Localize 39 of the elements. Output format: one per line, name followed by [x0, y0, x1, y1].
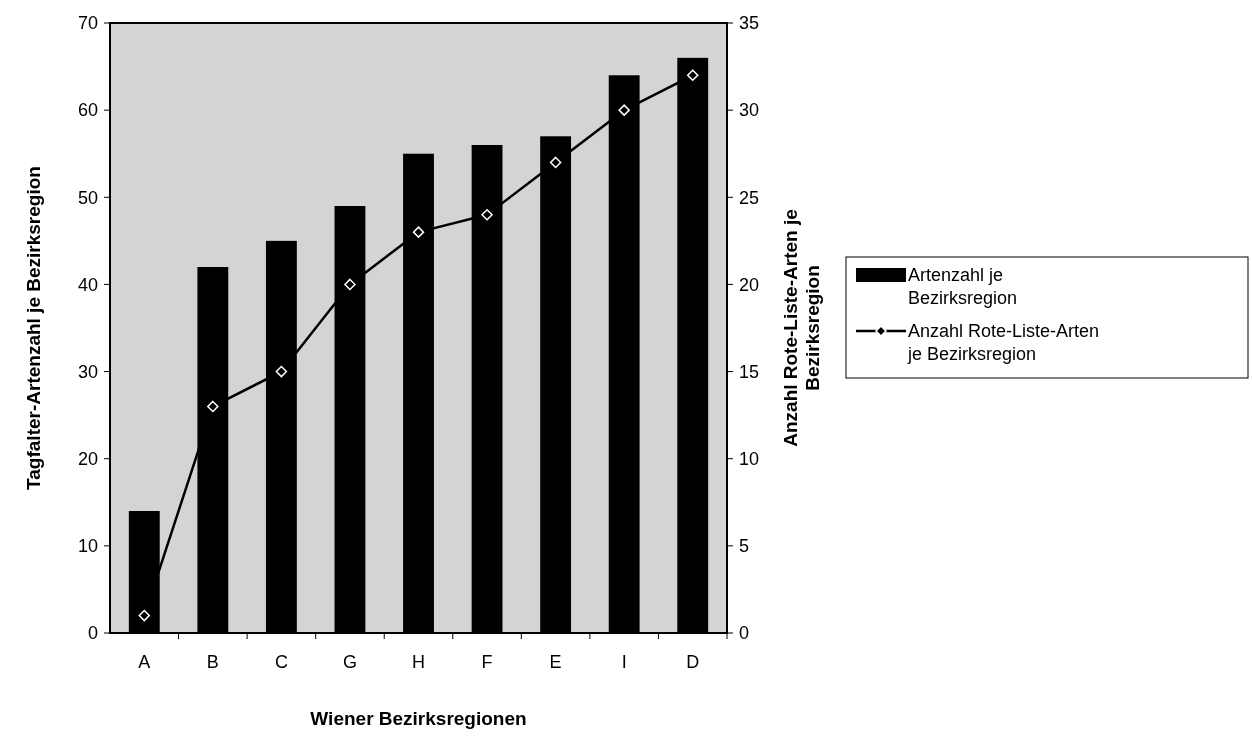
point	[481, 208, 493, 221]
point	[138, 609, 151, 622]
x-tick-label: E	[549, 652, 562, 672]
y-tick-label: 10	[77, 536, 98, 557]
y2-tick-label: 15	[739, 361, 760, 382]
x-axis-title: Wiener Bezirksregionen	[310, 708, 527, 729]
y-tick-label: 50	[77, 187, 98, 208]
x-tick-label: F	[481, 652, 493, 672]
legend-label: Artenzahl je Bezirksregion	[908, 265, 1018, 308]
y-tick-label: 30	[77, 361, 98, 382]
y-tick-label: 20	[77, 449, 98, 470]
x-tick-label: I	[621, 652, 627, 672]
x-tick-label: D	[686, 652, 700, 672]
point	[549, 156, 562, 169]
y2-tick-label: 35	[739, 13, 760, 34]
legend-label: Anzahl Rote-Liste-Arten je Bezirksregion	[907, 321, 1100, 364]
y-tick-label: 0	[87, 623, 98, 644]
y-tick-label: 70	[77, 13, 98, 34]
x-tick-label: C	[274, 652, 288, 672]
x-tick-label: G	[342, 652, 357, 672]
x-tick-label: A	[138, 652, 151, 672]
y-tick-label: 40	[77, 274, 98, 295]
y2-axis-title: Anzahl Rote-Liste-Arten je Bezirksregion	[780, 209, 823, 447]
point	[618, 104, 630, 116]
x-tick-label: B	[206, 652, 219, 672]
y2-tick-label: 0	[739, 623, 750, 644]
y-axis-title: Tagfalter-Artenzahl je Bezirksregion	[23, 166, 44, 490]
point	[207, 400, 219, 413]
x-tick-label: H	[412, 652, 425, 672]
point	[686, 69, 699, 82]
y2-tick-label: 20	[739, 274, 760, 295]
y-tick-label: 60	[77, 100, 98, 121]
y2-tick-label: 10	[739, 449, 760, 470]
point	[412, 226, 425, 238]
point	[344, 278, 356, 291]
y2-tick-label: 5	[739, 536, 750, 557]
y2-tick-label: 30	[739, 100, 760, 121]
point	[275, 365, 288, 378]
y2-tick-label: 25	[739, 187, 760, 208]
